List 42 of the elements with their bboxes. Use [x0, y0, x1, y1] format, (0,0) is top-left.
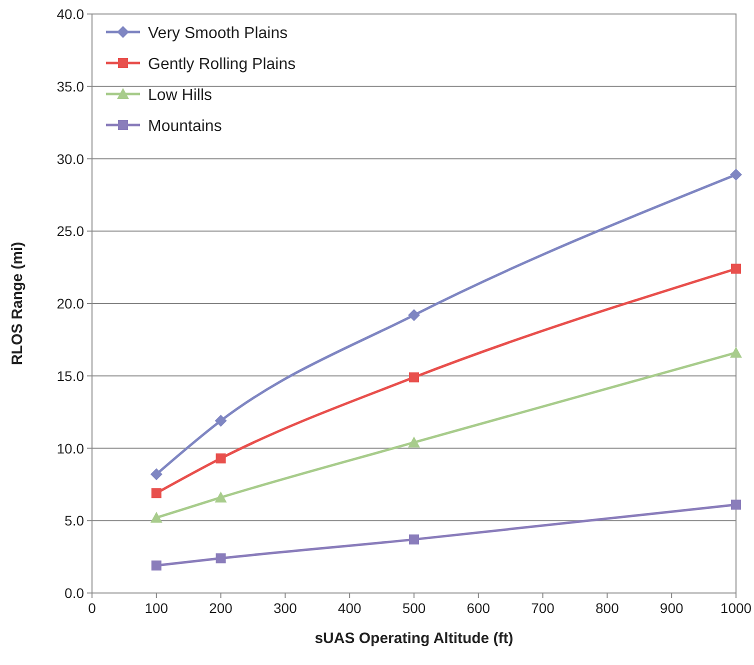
x-tick-label: 900 — [660, 600, 684, 616]
x-tick-label: 600 — [466, 600, 490, 616]
point — [409, 372, 419, 382]
y-tick-label: 35.0 — [56, 78, 84, 94]
y-tick-label: 20.0 — [56, 296, 84, 312]
y-tick-label: 30.0 — [56, 150, 84, 167]
x-tick-label: 200 — [209, 600, 233, 616]
y-tick-label: 10.0 — [56, 440, 84, 456]
point — [730, 346, 742, 358]
x-tick-label: 100 — [144, 600, 168, 616]
point — [409, 534, 419, 544]
y-tick-label: 40.0 — [56, 6, 84, 22]
point — [150, 512, 162, 523]
point — [216, 553, 226, 564]
point — [151, 560, 162, 570]
x-tick-label: 1000 — [720, 600, 752, 616]
point — [731, 264, 741, 274]
point — [151, 488, 162, 498]
y-axis-title: RLOS Range (mi) — [9, 242, 26, 366]
y-tick-label: 25.0 — [56, 223, 84, 240]
x-tick-label: 300 — [274, 600, 298, 616]
x-tick-label: 700 — [531, 600, 555, 616]
point — [214, 491, 227, 502]
point — [730, 168, 742, 181]
point — [216, 453, 226, 464]
x-tick-label: 400 — [338, 600, 362, 616]
point — [214, 414, 227, 427]
x-axis-title: sUAS Operating Altitude (ft) — [314, 630, 514, 647]
x-tick-label: 0 — [88, 600, 96, 616]
legend-label: Low Hills — [148, 87, 212, 104]
y-tick-label: 15.0 — [56, 368, 84, 384]
point — [408, 309, 420, 322]
legend-label: Very Smooth Plains — [148, 25, 288, 42]
y-tick-label: 0.0 — [64, 585, 84, 601]
point — [150, 468, 162, 480]
x-tick-label: 500 — [402, 600, 426, 616]
x-tick-label: 800 — [596, 600, 620, 616]
point — [731, 500, 741, 510]
point — [408, 436, 420, 448]
y-tick-label: 5.0 — [64, 512, 84, 529]
legend-label: Gently Rolling Plains — [148, 56, 296, 73]
legend-label: Mountains — [148, 118, 222, 135]
